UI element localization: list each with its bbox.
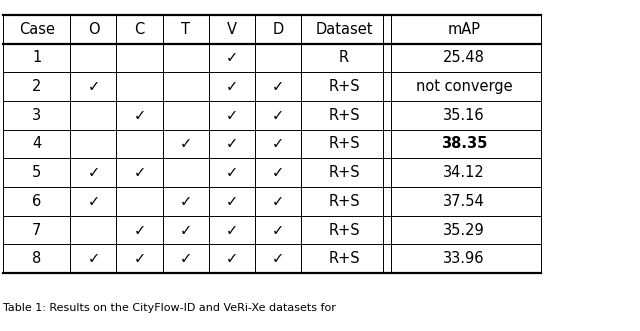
Text: ✓: ✓: [87, 79, 100, 94]
Text: 1: 1: [32, 50, 42, 66]
Text: not converge: not converge: [416, 79, 512, 94]
Text: 35.29: 35.29: [443, 222, 485, 238]
Text: 25.48: 25.48: [443, 50, 485, 66]
Text: 34.12: 34.12: [443, 165, 485, 180]
Text: mAP: mAP: [447, 22, 481, 37]
Text: V: V: [227, 22, 237, 37]
Text: 37.54: 37.54: [443, 194, 485, 209]
Text: ✓: ✓: [179, 136, 192, 152]
Text: R+S: R+S: [328, 251, 360, 266]
Text: Table 1: Results on the CityFlow-ID and VeRi-Xe datasets for: Table 1: Results on the CityFlow-ID and …: [3, 303, 336, 313]
Text: R+S: R+S: [328, 79, 360, 94]
Text: ✓: ✓: [179, 194, 192, 209]
Text: 7: 7: [32, 222, 42, 238]
Text: ✓: ✓: [225, 194, 238, 209]
Text: ✓: ✓: [179, 222, 192, 238]
Text: C: C: [134, 22, 145, 37]
Text: ✓: ✓: [271, 165, 284, 180]
Text: 6: 6: [32, 194, 42, 209]
Text: 33.96: 33.96: [444, 251, 484, 266]
Text: ✓: ✓: [225, 251, 238, 266]
Text: T: T: [181, 22, 190, 37]
Text: 35.16: 35.16: [443, 108, 485, 123]
Text: 38.35: 38.35: [441, 136, 487, 152]
Text: ✓: ✓: [133, 108, 146, 123]
Text: ✓: ✓: [87, 251, 100, 266]
Text: ✓: ✓: [271, 108, 284, 123]
Text: R+S: R+S: [328, 108, 360, 123]
Text: ✓: ✓: [271, 222, 284, 238]
Text: 2: 2: [32, 79, 42, 94]
Text: R: R: [339, 50, 349, 66]
Text: R+S: R+S: [328, 222, 360, 238]
Text: ✓: ✓: [87, 165, 100, 180]
Text: 8: 8: [32, 251, 42, 266]
Text: 4: 4: [32, 136, 42, 152]
Text: ✓: ✓: [133, 165, 146, 180]
Text: ✓: ✓: [87, 194, 100, 209]
Text: R+S: R+S: [328, 136, 360, 152]
Text: ✓: ✓: [179, 251, 192, 266]
Text: R+S: R+S: [328, 165, 360, 180]
Text: ✓: ✓: [225, 50, 238, 66]
Text: ✓: ✓: [271, 79, 284, 94]
Text: ✓: ✓: [225, 79, 238, 94]
Text: ✓: ✓: [271, 194, 284, 209]
Text: 5: 5: [32, 165, 42, 180]
Text: ✓: ✓: [271, 251, 284, 266]
Text: ✓: ✓: [225, 165, 238, 180]
Text: R+S: R+S: [328, 194, 360, 209]
Text: Dataset: Dataset: [316, 22, 372, 37]
Text: 3: 3: [32, 108, 42, 123]
Text: ✓: ✓: [225, 136, 238, 152]
Text: ✓: ✓: [225, 108, 238, 123]
Text: ✓: ✓: [133, 222, 146, 238]
Text: Case: Case: [19, 22, 55, 37]
Text: ✓: ✓: [133, 251, 146, 266]
Text: D: D: [272, 22, 284, 37]
Text: O: O: [88, 22, 99, 37]
Text: ✓: ✓: [271, 136, 284, 152]
Text: ✓: ✓: [225, 222, 238, 238]
